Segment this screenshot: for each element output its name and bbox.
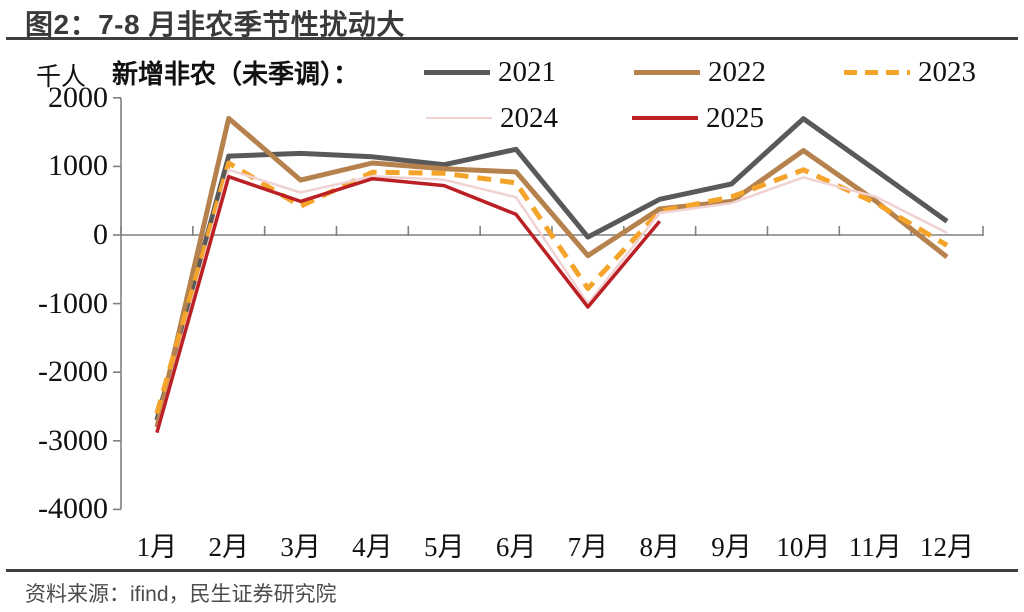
legend-item-2024: 2024 [426,100,558,136]
title-underline [6,37,1018,40]
legend-label-2022: 2022 [708,56,766,88]
legend-line-2023 [844,69,910,75]
x-axis-tick-label: 1月 [136,532,178,562]
x-axis-tick-label: 2月 [208,532,249,562]
y-axis-unit-label: 千人 [36,64,87,91]
x-axis-tick-label: 7月 [567,532,609,562]
series-line-2023 [154,160,949,415]
x-axis-tick-label: 11月 [848,532,902,562]
footer-separator [6,569,1018,572]
x-axis-tick-label: 3月 [280,532,321,562]
series-line-2024 [155,168,948,431]
legend-label-2025: 2025 [706,102,764,134]
y-axis-tick-label: -2000 [38,355,108,389]
figure-title: 图2：7-8 月非农季节性扰动大 [25,9,405,40]
y-axis-tick-label: 2000 [48,80,108,114]
y-axis-tick-label: -1000 [38,286,108,320]
legend-item-2023: 2023 [844,54,976,90]
legend-line-2025 [632,116,698,120]
legend-item-2021: 2021 [424,54,556,90]
series-line-2022 [154,115,949,428]
y-axis-tick-label: 1000 [48,149,108,183]
x-axis-tick-label: 6月 [495,532,537,562]
x-axis-tick-label: 12月 [920,532,975,562]
legend-title: 新增非农（未季调）： [112,60,360,89]
legend-line-2021 [424,69,490,75]
series-line-2025 [155,174,662,434]
source-text: 资料来源：ifind，民生证券研究院 [25,583,337,606]
legend-label-2021: 2021 [498,56,556,88]
legend-line-2024 [426,116,492,120]
y-axis-tick-label: -3000 [38,423,108,457]
legend-label-2023: 2023 [918,56,976,88]
x-axis-tick-label: 8月 [639,532,680,562]
x-axis-tick-label: 9月 [711,532,752,562]
series-line-2021 [154,116,949,421]
legend-label-2024: 2024 [500,102,558,134]
y-axis-tick-label: 0 [93,218,108,251]
legend-item-2025: 2025 [632,100,764,136]
x-axis-tick-label: 4月 [352,532,393,562]
y-axis-tick-label: -4000 [38,492,108,526]
x-axis-tick-label: 10月 [776,532,831,562]
legend-item-2022: 2022 [634,54,766,90]
legend-line-2022 [634,69,700,75]
x-axis-tick-label: 5月 [423,532,465,562]
